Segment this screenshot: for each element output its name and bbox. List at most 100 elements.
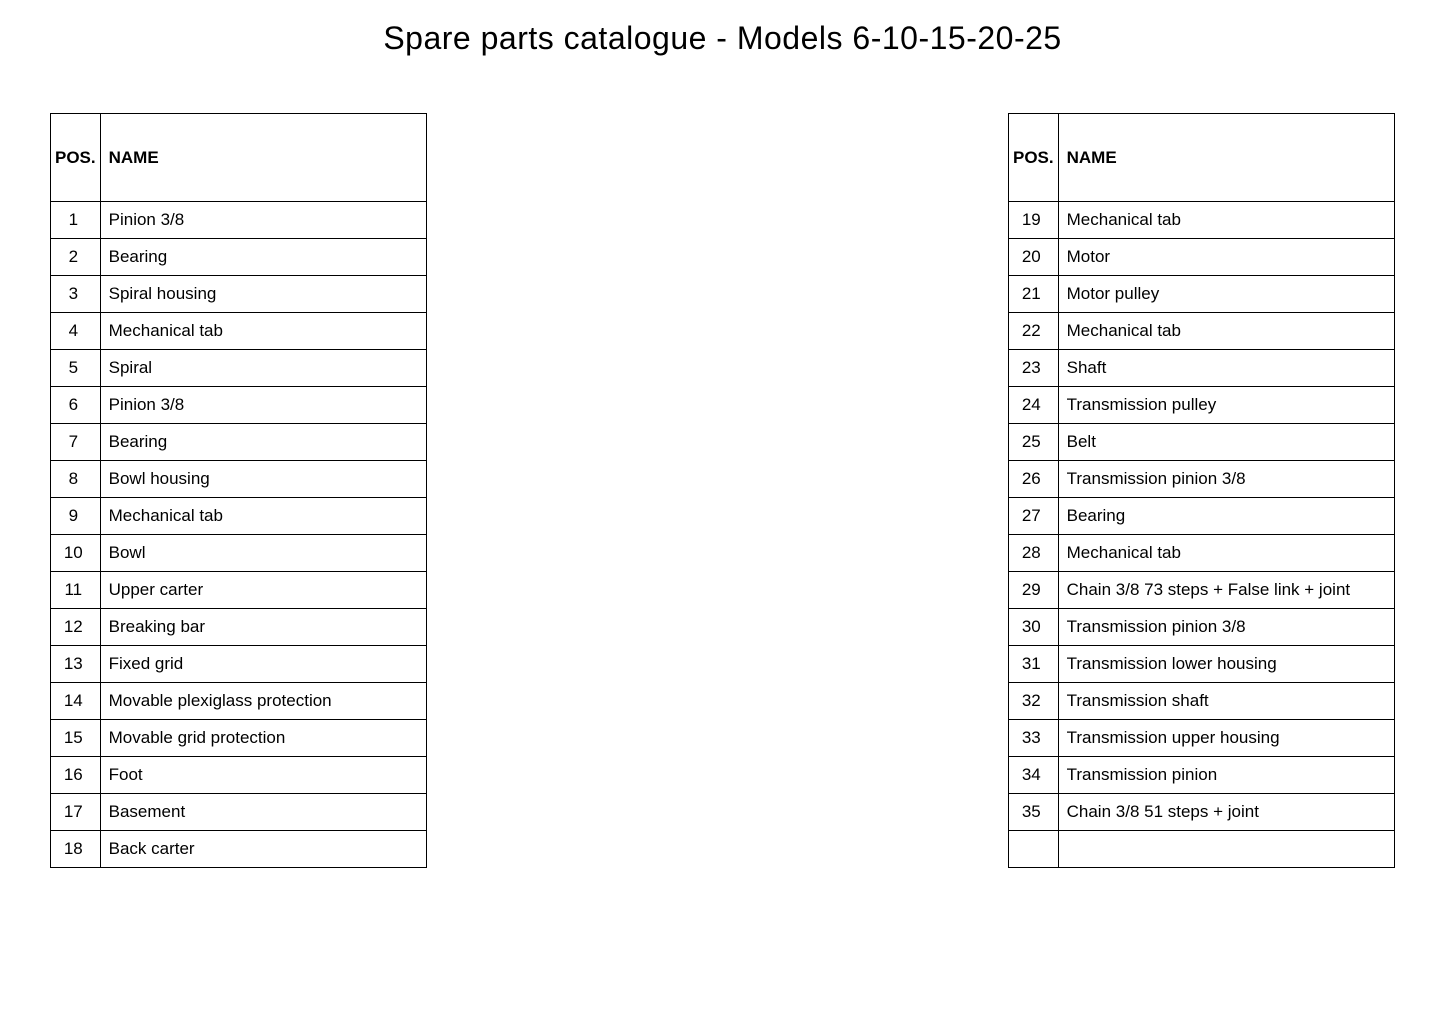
table-row: 26Transmission pinion 3/8: [1009, 461, 1395, 498]
pos-cell: 25: [1009, 424, 1059, 461]
name-cell: Mechanical tab: [100, 313, 426, 350]
pos-cell: 11: [51, 572, 101, 609]
table-row: 24Transmission pulley: [1009, 387, 1395, 424]
name-cell: Mechanical tab: [100, 498, 426, 535]
pos-cell: 24: [1009, 387, 1059, 424]
table-row: 5Spiral: [51, 350, 427, 387]
table-row: 1Pinion 3/8: [51, 202, 427, 239]
pos-cell: 4: [51, 313, 101, 350]
table-row: 28Mechanical tab: [1009, 535, 1395, 572]
parts-table-left: POS. NAME 1Pinion 3/82Bearing3Spiral hou…: [50, 113, 427, 868]
name-cell: Belt: [1058, 424, 1394, 461]
pos-cell: 9: [51, 498, 101, 535]
table-row: 21Motor pulley: [1009, 276, 1395, 313]
pos-cell: 27: [1009, 498, 1059, 535]
name-cell: Breaking bar: [100, 609, 426, 646]
pos-cell: 15: [51, 720, 101, 757]
name-cell: Bearing: [100, 424, 426, 461]
pos-cell: 26: [1009, 461, 1059, 498]
name-column-header: NAME: [1058, 114, 1394, 202]
table-row: 20Motor: [1009, 239, 1395, 276]
name-cell: [1058, 831, 1394, 868]
name-cell: Mechanical tab: [1058, 535, 1394, 572]
table-row: 2Bearing: [51, 239, 427, 276]
name-cell: Fixed grid: [100, 646, 426, 683]
name-cell: Transmission pinion 3/8: [1058, 609, 1394, 646]
pos-cell: 35: [1009, 794, 1059, 831]
pos-cell: 13: [51, 646, 101, 683]
pos-cell: 32: [1009, 683, 1059, 720]
name-cell: Spiral: [100, 350, 426, 387]
pos-column-header: POS.: [51, 114, 101, 202]
table-row: 13Fixed grid: [51, 646, 427, 683]
page-title: Spare parts catalogue - Models 6-10-15-2…: [50, 20, 1395, 57]
pos-cell: 31: [1009, 646, 1059, 683]
table-row: 14Movable plexiglass protection: [51, 683, 427, 720]
table-row: 7Bearing: [51, 424, 427, 461]
table-row: 10Bowl: [51, 535, 427, 572]
table-body-right: 19Mechanical tab20Motor21Motor pulley22M…: [1009, 202, 1395, 868]
name-cell: Transmission pinion: [1058, 757, 1394, 794]
pos-cell: 1: [51, 202, 101, 239]
pos-cell: 7: [51, 424, 101, 461]
table-row: 29Chain 3/8 73 steps + False link + join…: [1009, 572, 1395, 609]
name-cell: Basement: [100, 794, 426, 831]
pos-cell: 19: [1009, 202, 1059, 239]
name-cell: Pinion 3/8: [100, 387, 426, 424]
name-cell: Spiral housing: [100, 276, 426, 313]
name-cell: Upper carter: [100, 572, 426, 609]
name-cell: Motor pulley: [1058, 276, 1394, 313]
table-row: 17Basement: [51, 794, 427, 831]
pos-cell: 33: [1009, 720, 1059, 757]
pos-cell: 29: [1009, 572, 1059, 609]
name-cell: Mechanical tab: [1058, 313, 1394, 350]
name-cell: Chain 3/8 51 steps + joint: [1058, 794, 1394, 831]
table-row: 16Foot: [51, 757, 427, 794]
table-row: 22Mechanical tab: [1009, 313, 1395, 350]
table-row: 32Transmission shaft: [1009, 683, 1395, 720]
table-row: 23Shaft: [1009, 350, 1395, 387]
pos-cell: 20: [1009, 239, 1059, 276]
pos-cell: 28: [1009, 535, 1059, 572]
table-row: 30Transmission pinion 3/8: [1009, 609, 1395, 646]
table-row: 4Mechanical tab: [51, 313, 427, 350]
table-row: 9Mechanical tab: [51, 498, 427, 535]
name-cell: Movable plexiglass protection: [100, 683, 426, 720]
pos-cell: [1009, 831, 1059, 868]
table-row: 3Spiral housing: [51, 276, 427, 313]
pos-cell: 2: [51, 239, 101, 276]
table-row: 18Back carter: [51, 831, 427, 868]
name-column-header: NAME: [100, 114, 426, 202]
name-cell: Motor: [1058, 239, 1394, 276]
table-row: 12Breaking bar: [51, 609, 427, 646]
name-cell: Pinion 3/8: [100, 202, 426, 239]
pos-cell: 8: [51, 461, 101, 498]
name-cell: Transmission shaft: [1058, 683, 1394, 720]
name-cell: Transmission pinion 3/8: [1058, 461, 1394, 498]
table-row: 8Bowl housing: [51, 461, 427, 498]
name-cell: Back carter: [100, 831, 426, 868]
table-header-row: POS. NAME: [51, 114, 427, 202]
name-cell: Bearing: [1058, 498, 1394, 535]
name-cell: Transmission pulley: [1058, 387, 1394, 424]
table-row: 35Chain 3/8 51 steps + joint: [1009, 794, 1395, 831]
pos-cell: 6: [51, 387, 101, 424]
pos-cell: 17: [51, 794, 101, 831]
pos-cell: 5: [51, 350, 101, 387]
name-cell: Bearing: [100, 239, 426, 276]
parts-table-right: POS. NAME 19Mechanical tab20Motor21Motor…: [1008, 113, 1395, 868]
pos-cell: 21: [1009, 276, 1059, 313]
pos-cell: 12: [51, 609, 101, 646]
table-row: 19Mechanical tab: [1009, 202, 1395, 239]
pos-cell: 23: [1009, 350, 1059, 387]
name-cell: Bowl: [100, 535, 426, 572]
pos-cell: 14: [51, 683, 101, 720]
name-cell: Foot: [100, 757, 426, 794]
pos-cell: 22: [1009, 313, 1059, 350]
table-row: 33Transmission upper housing: [1009, 720, 1395, 757]
name-cell: Movable grid protection: [100, 720, 426, 757]
name-cell: Transmission lower housing: [1058, 646, 1394, 683]
pos-cell: 34: [1009, 757, 1059, 794]
name-cell: Mechanical tab: [1058, 202, 1394, 239]
table-body-left: 1Pinion 3/82Bearing3Spiral housing4Mecha…: [51, 202, 427, 868]
